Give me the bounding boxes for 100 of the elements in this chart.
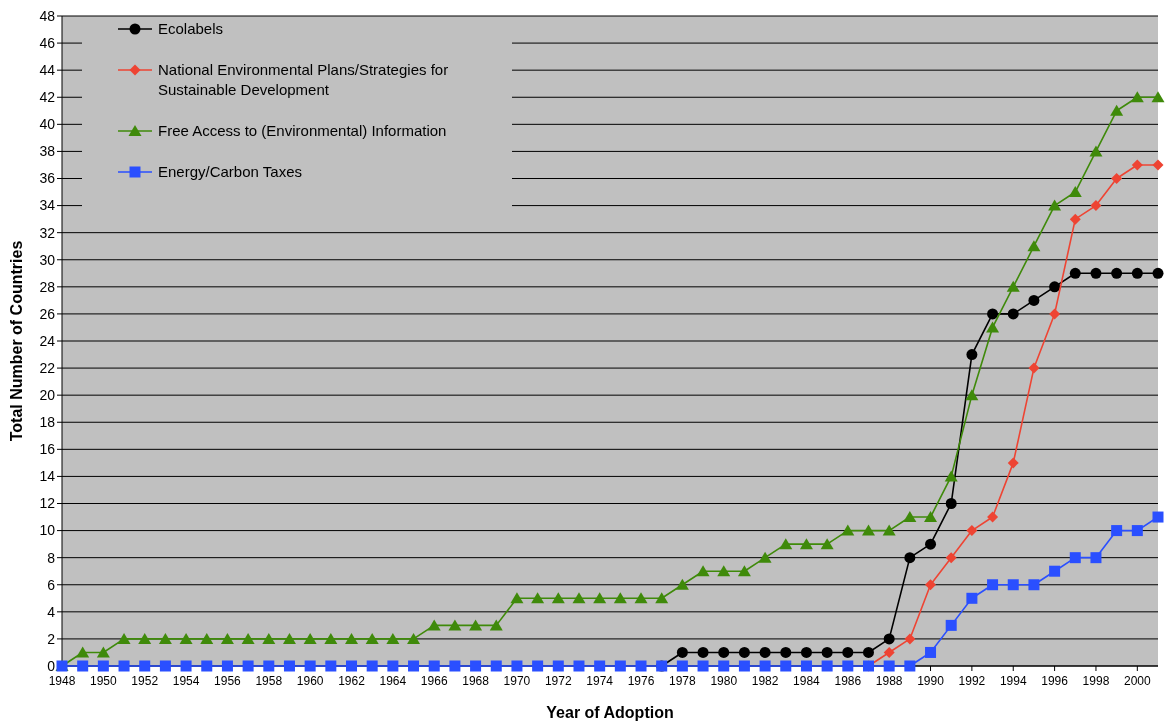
point bbox=[697, 646, 709, 658]
point bbox=[594, 660, 606, 672]
x-tick-label: 1998 bbox=[1082, 674, 1110, 688]
point bbox=[780, 660, 792, 672]
point bbox=[925, 538, 937, 550]
point bbox=[365, 632, 379, 644]
y-axis-title: Total Number of Countries bbox=[8, 240, 25, 442]
point bbox=[593, 592, 607, 604]
point bbox=[551, 592, 565, 604]
point bbox=[925, 646, 937, 658]
y-tick-label: 8 bbox=[47, 549, 56, 566]
point bbox=[862, 646, 874, 658]
point bbox=[944, 470, 958, 482]
point bbox=[1006, 280, 1020, 292]
y-tick-label: 2 bbox=[47, 630, 56, 647]
point bbox=[1131, 159, 1143, 171]
y-tick-label: 46 bbox=[39, 34, 56, 51]
y-tick-label: 28 bbox=[39, 278, 56, 295]
point bbox=[428, 660, 440, 672]
point bbox=[1027, 240, 1041, 252]
point bbox=[799, 538, 813, 550]
point bbox=[1007, 457, 1019, 469]
x-tick-label: 1988 bbox=[875, 674, 903, 688]
point bbox=[1069, 213, 1081, 225]
point bbox=[634, 592, 648, 604]
y-tick-label: 40 bbox=[39, 116, 56, 133]
y-tick-label: 0 bbox=[47, 657, 56, 674]
point bbox=[676, 646, 688, 658]
point bbox=[945, 498, 957, 509]
point bbox=[1090, 552, 1102, 564]
point bbox=[1090, 200, 1102, 212]
point bbox=[842, 646, 854, 658]
point bbox=[1069, 552, 1081, 564]
x-tick-label: 1996 bbox=[1041, 674, 1069, 688]
point bbox=[283, 660, 295, 672]
x-tick-label: 1964 bbox=[379, 674, 407, 688]
point bbox=[158, 632, 172, 644]
point bbox=[262, 632, 276, 644]
point bbox=[1049, 281, 1061, 293]
legend-label: Free Access to (Environmental) Information bbox=[158, 122, 447, 140]
point bbox=[1111, 173, 1123, 184]
point bbox=[737, 565, 751, 577]
point bbox=[346, 660, 358, 672]
x-tick-label: 1954 bbox=[172, 674, 200, 688]
point bbox=[758, 551, 772, 563]
point bbox=[1028, 294, 1040, 306]
y-tick-label: 20 bbox=[39, 387, 56, 404]
point bbox=[842, 660, 854, 672]
point bbox=[821, 646, 833, 658]
point bbox=[800, 660, 812, 672]
point bbox=[221, 660, 233, 672]
y-tick-label: 22 bbox=[39, 359, 56, 376]
point bbox=[552, 660, 564, 672]
point bbox=[966, 525, 978, 537]
y-tick-label: 16 bbox=[39, 441, 56, 458]
y-tick-label: 44 bbox=[39, 62, 56, 79]
y-tick-label: 36 bbox=[39, 170, 56, 187]
point bbox=[448, 619, 462, 631]
x-tick-label: 2000 bbox=[1123, 674, 1151, 688]
point bbox=[449, 660, 461, 672]
x-tick-label: 1994 bbox=[999, 674, 1027, 688]
point bbox=[987, 308, 999, 320]
x-tick-label: 1992 bbox=[958, 674, 986, 688]
point bbox=[427, 619, 441, 631]
point bbox=[1048, 199, 1062, 211]
point bbox=[201, 660, 213, 672]
point bbox=[696, 565, 710, 577]
point bbox=[1007, 579, 1019, 591]
point bbox=[573, 660, 585, 672]
point bbox=[655, 592, 669, 604]
point bbox=[407, 632, 421, 644]
point bbox=[1152, 511, 1164, 523]
point bbox=[304, 660, 316, 672]
y-tick-label: 38 bbox=[39, 143, 56, 160]
point bbox=[179, 632, 193, 644]
x-tick-label: 1974 bbox=[586, 674, 614, 688]
x-tick-label: 1982 bbox=[751, 674, 779, 688]
point bbox=[345, 632, 359, 644]
x-axis-title: Year of Adoption bbox=[546, 704, 674, 721]
point bbox=[904, 660, 916, 672]
point bbox=[263, 660, 275, 672]
point bbox=[510, 592, 524, 604]
legend-label: Ecolabels bbox=[158, 20, 224, 38]
point bbox=[180, 660, 192, 672]
point bbox=[138, 632, 152, 644]
point bbox=[613, 592, 627, 604]
point bbox=[820, 538, 834, 550]
point bbox=[675, 578, 689, 590]
point bbox=[883, 646, 895, 658]
point bbox=[945, 552, 957, 564]
point bbox=[325, 660, 337, 672]
y-tick-label: 6 bbox=[47, 576, 56, 593]
point bbox=[759, 660, 771, 672]
point bbox=[220, 632, 234, 644]
x-tick-label: 1980 bbox=[710, 674, 738, 688]
point bbox=[676, 660, 688, 672]
point bbox=[1068, 186, 1082, 198]
point bbox=[159, 660, 171, 672]
point bbox=[96, 646, 110, 658]
point bbox=[1111, 267, 1123, 279]
